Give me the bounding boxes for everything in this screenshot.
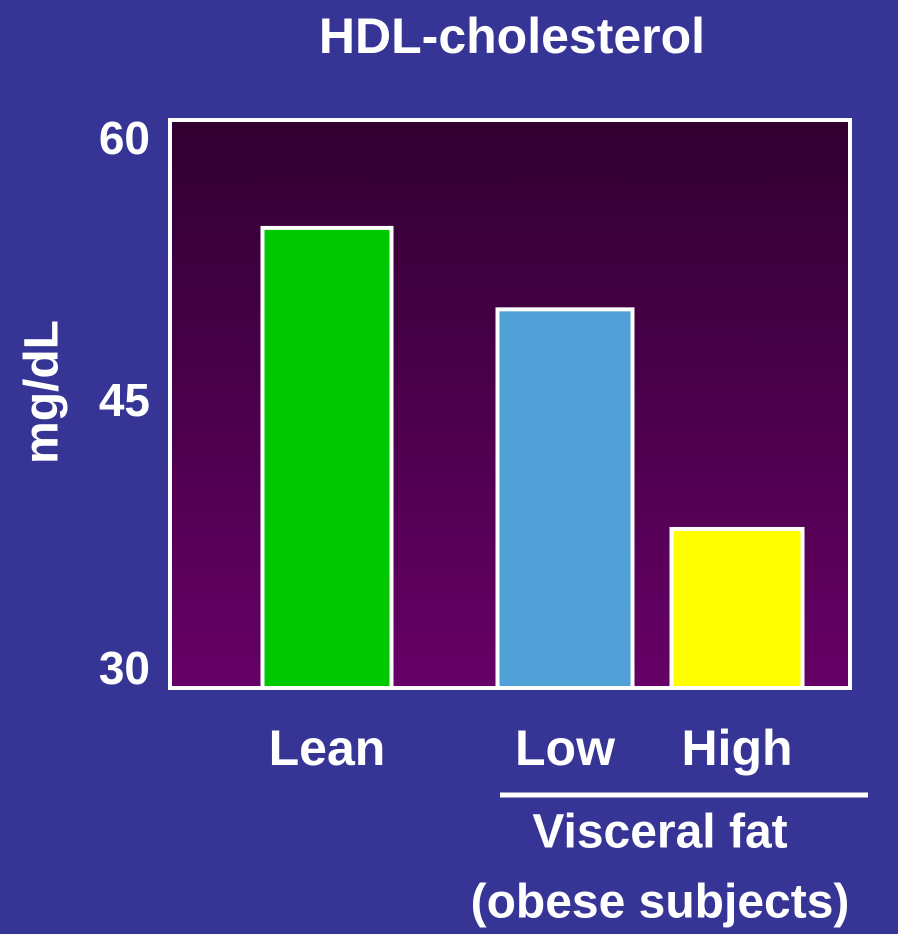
- y-tick-label: 45: [99, 374, 150, 426]
- x-tick-label: High: [681, 720, 792, 776]
- bar: [669, 526, 805, 691]
- chart-title: HDL-cholesterol: [319, 8, 705, 64]
- x-tick-label: Lean: [269, 720, 386, 776]
- group-label: Visceral fat: [532, 806, 787, 859]
- bar: [495, 307, 635, 690]
- bar: [260, 225, 394, 690]
- group-label: (obese subjects): [471, 876, 850, 929]
- x-tick-label: Low: [515, 720, 615, 776]
- y-tick-label: 30: [99, 642, 150, 694]
- y-axis-label: mg/dL: [16, 320, 69, 464]
- y-tick-label: 60: [99, 112, 150, 164]
